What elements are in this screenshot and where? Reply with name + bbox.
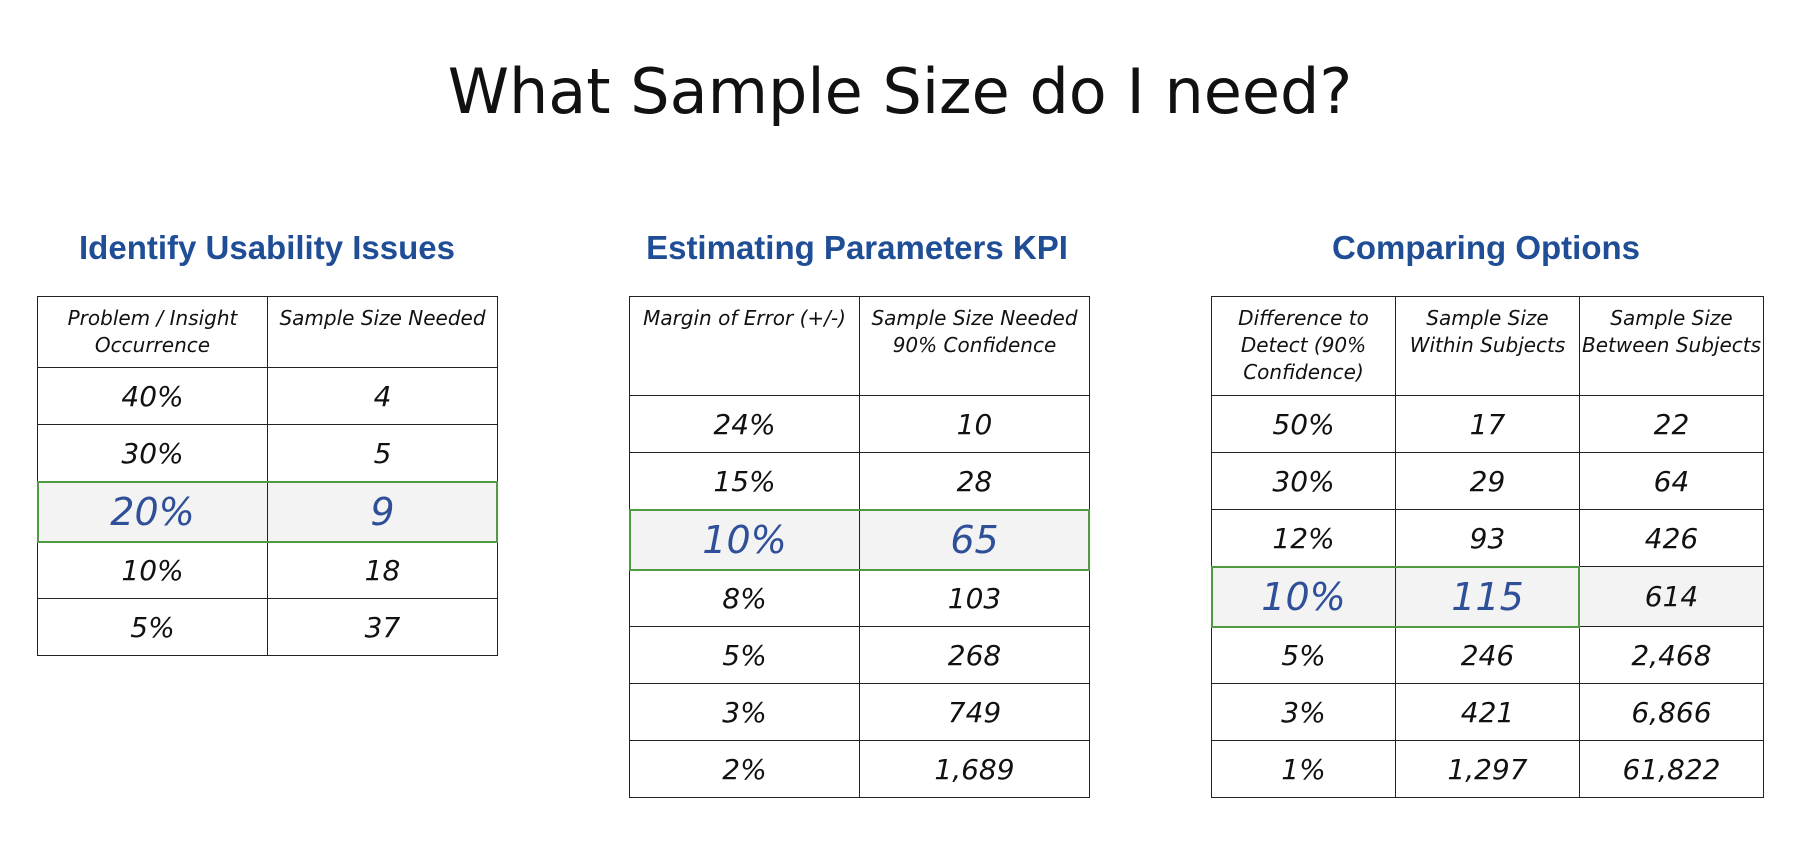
usability-issues-table: Problem / Insight Occurrence Sample Size… — [37, 296, 498, 656]
column-header: Sample Size Needed — [267, 296, 498, 368]
table-cell: 1,689 — [859, 740, 1090, 798]
highlighted-table-cell: 115 — [1395, 566, 1580, 627]
table-cell: 30% — [1211, 452, 1396, 510]
highlighted-table-cell: 10% — [1211, 566, 1396, 627]
table-row: 8% 103 — [629, 569, 1090, 627]
table-cell: 50% — [1211, 395, 1396, 453]
table-row: 15% 28 — [629, 452, 1090, 510]
table-row: 50% 17 22 — [1211, 395, 1764, 453]
highlighted-table-row: 10% 65 — [629, 509, 1090, 570]
table-row: 1% 1,297 61,822 — [1211, 740, 1764, 798]
comparing-options-table: Difference to Detect (90% Confidence) Sa… — [1211, 296, 1764, 798]
table-cell: 1% — [1211, 740, 1396, 798]
table-cell: 22 — [1579, 395, 1764, 453]
column-header: Difference to Detect (90% Confidence) — [1211, 296, 1396, 396]
highlighted-table-cell: 65 — [859, 509, 1090, 570]
table-row: 40% 4 — [37, 367, 498, 425]
section-title-estimating-parameters: Estimating Parameters KPI — [646, 229, 1068, 266]
table-cell: 8% — [629, 569, 860, 627]
table-row: 5% 37 — [37, 598, 498, 656]
table-cell: 5% — [629, 626, 860, 684]
table-cell: 17 — [1395, 395, 1580, 453]
column-header: Problem / Insight Occurrence — [37, 296, 268, 368]
table-cell: 421 — [1395, 683, 1580, 741]
table-header-row: Difference to Detect (90% Confidence) Sa… — [1211, 296, 1764, 396]
table-cell: 40% — [37, 367, 268, 425]
table-cell: 1,297 — [1395, 740, 1580, 798]
highlighted-table-cell: 9 — [267, 481, 498, 542]
table-row: 12% 93 426 — [1211, 509, 1764, 567]
table-cell: 18 — [267, 541, 498, 599]
column-header: Sample Size Within Subjects — [1395, 296, 1580, 396]
table-cell: 30% — [37, 424, 268, 482]
table-row: 24% 10 — [629, 395, 1090, 453]
table-row: 30% 29 64 — [1211, 452, 1764, 510]
table-cell: 3% — [1211, 683, 1396, 741]
table-header-row: Problem / Insight Occurrence Sample Size… — [37, 296, 498, 368]
table-cell: 5% — [1211, 626, 1396, 684]
column-header: Sample Size Between Subjects — [1579, 296, 1764, 396]
section-title-comparing-options: Comparing Options — [1332, 229, 1640, 266]
table-cell: 64 — [1579, 452, 1764, 510]
table-cell: 10 — [859, 395, 1090, 453]
table-cell: 28 — [859, 452, 1090, 510]
table-cell: 268 — [859, 626, 1090, 684]
table-row: 5% 246 2,468 — [1211, 626, 1764, 684]
column-header: Margin of Error (+/-) — [629, 296, 860, 396]
table-cell: 2,468 — [1579, 626, 1764, 684]
highlighted-table-cell: 10% — [629, 509, 860, 570]
table-cell: 426 — [1579, 509, 1764, 567]
table-row: 10% 18 — [37, 541, 498, 599]
table-cell: 749 — [859, 683, 1090, 741]
column-header: Sample Size Needed 90% Confidence — [859, 296, 1090, 396]
table-cell: 10% — [37, 541, 268, 599]
highlighted-table-cell: 20% — [37, 481, 268, 542]
section-title-usability-issues: Identify Usability Issues — [79, 229, 455, 266]
table-cell: 5 — [267, 424, 498, 482]
estimating-parameters-table: Margin of Error (+/-) Sample Size Needed… — [629, 296, 1090, 798]
table-cell: 6,866 — [1579, 683, 1764, 741]
table-row: 30% 5 — [37, 424, 498, 482]
table-row: 2% 1,689 — [629, 740, 1090, 798]
table-cell: 2% — [629, 740, 860, 798]
table-row: 3% 749 — [629, 683, 1090, 741]
page-title: What Sample Size do I need? — [447, 55, 1353, 128]
table-row: 3% 421 6,866 — [1211, 683, 1764, 741]
table-cell: 12% — [1211, 509, 1396, 567]
table-cell: 29 — [1395, 452, 1580, 510]
table-cell: 24% — [629, 395, 860, 453]
highlighted-table-row: 10% 115 614 — [1211, 566, 1764, 627]
table-cell: 5% — [37, 598, 268, 656]
table-cell: 3% — [629, 683, 860, 741]
table-cell: 614 — [1579, 566, 1764, 627]
table-cell: 246 — [1395, 626, 1580, 684]
table-cell: 93 — [1395, 509, 1580, 567]
table-cell: 4 — [267, 367, 498, 425]
table-header-row: Margin of Error (+/-) Sample Size Needed… — [629, 296, 1090, 396]
highlighted-table-row: 20% 9 — [37, 481, 498, 542]
table-row: 5% 268 — [629, 626, 1090, 684]
table-cell: 61,822 — [1579, 740, 1764, 798]
table-cell: 15% — [629, 452, 860, 510]
table-cell: 103 — [859, 569, 1090, 627]
table-cell: 37 — [267, 598, 498, 656]
